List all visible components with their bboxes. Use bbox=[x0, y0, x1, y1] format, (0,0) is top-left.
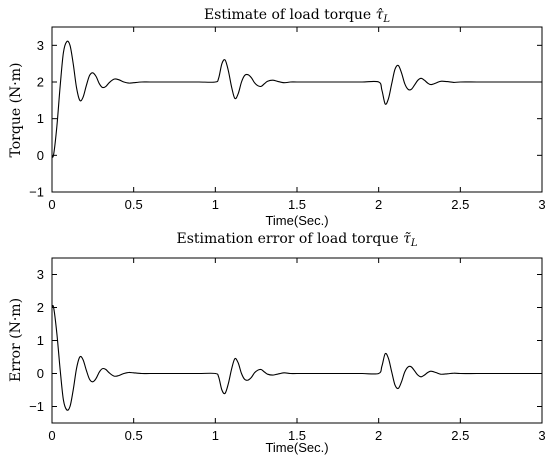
x-tick-label: 0.5 bbox=[125, 197, 143, 212]
x-tick-label: 2.5 bbox=[451, 428, 469, 443]
estimation-error-line bbox=[51, 305, 542, 411]
y-tick-label: 0 bbox=[37, 366, 44, 381]
title-subscript: L bbox=[382, 14, 390, 25]
y-tick-label: 1 bbox=[37, 333, 44, 348]
x-tick-label: 0 bbox=[48, 197, 55, 212]
y-ticks: −1 0 1 2 3 bbox=[29, 38, 542, 200]
x-tick-label: 3 bbox=[538, 428, 545, 443]
y-tick-label: 3 bbox=[37, 267, 44, 282]
x-tick-label: 1.5 bbox=[288, 428, 306, 443]
y-tick-label: 3 bbox=[37, 38, 44, 53]
x-ticks: 0 0.5 1 1.5 2 2.5 3 bbox=[48, 258, 546, 443]
title-text: Estimation error of load torque bbox=[177, 231, 404, 247]
title-symbol: τ̂ bbox=[376, 7, 384, 23]
y-axis-label: Torque (N·m) bbox=[8, 63, 24, 158]
y-tick-label: −1 bbox=[29, 185, 44, 200]
x-ticks: 0 0.5 1 1.5 2 2.5 3 bbox=[48, 27, 546, 212]
torque-estimate-chart: Estimate of load torque τ̂L −1 0 1 2 3 0 0.5 1… bbox=[8, 7, 546, 228]
x-tick-label: 0.5 bbox=[125, 428, 143, 443]
x-tick-label: 1.5 bbox=[288, 197, 306, 212]
y-axis-label: Error (N·m) bbox=[8, 298, 24, 382]
x-tick-label: 2.5 bbox=[451, 197, 469, 212]
estimation-error-chart: Estimation error of load torque τ̃L −1 0 1… bbox=[8, 231, 546, 455]
title-text: Estimate of load torque bbox=[204, 7, 376, 23]
title-subscript: L bbox=[410, 238, 418, 249]
plot-frame bbox=[51, 26, 543, 193]
x-tick-label: 2 bbox=[375, 428, 382, 443]
x-axis-label: Time(Sec.) bbox=[265, 213, 328, 228]
y-tick-label: −1 bbox=[29, 399, 44, 414]
x-tick-label: 0 bbox=[48, 428, 55, 443]
y-tick-label: 1 bbox=[37, 111, 44, 126]
y-tick-label: 0 bbox=[37, 148, 44, 163]
y-ticks: −1 0 1 2 3 bbox=[29, 267, 542, 414]
torque-estimate-line bbox=[51, 40, 542, 158]
x-tick-label: 1 bbox=[212, 197, 219, 212]
x-tick-label: 2 bbox=[375, 197, 382, 212]
y-tick-label: 2 bbox=[37, 75, 44, 90]
chart-title: Estimation error of load torque τ̃L bbox=[177, 231, 418, 249]
title-symbol: τ̃ bbox=[403, 231, 411, 247]
x-axis-label: Time(Sec.) bbox=[265, 440, 328, 455]
x-tick-label: 1 bbox=[212, 428, 219, 443]
x-tick-label: 3 bbox=[538, 197, 545, 212]
chart-title: Estimate of load torque τ̂L bbox=[204, 7, 390, 25]
y-tick-label: 2 bbox=[37, 300, 44, 315]
plot-frame bbox=[51, 257, 543, 424]
